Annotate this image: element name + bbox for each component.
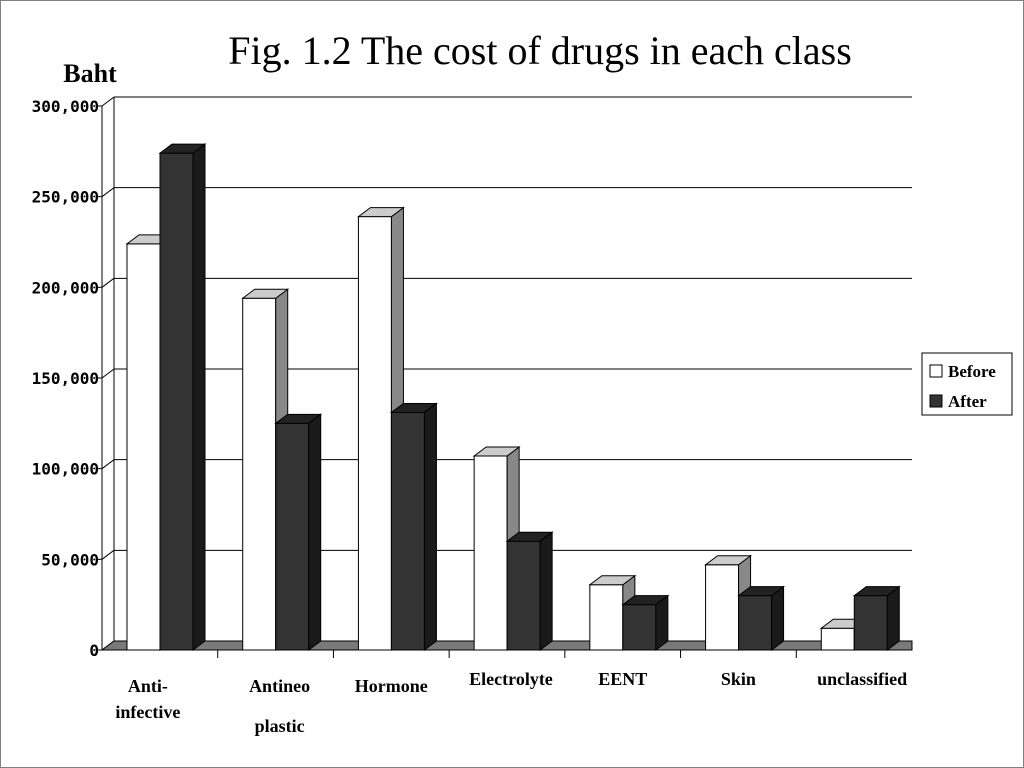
y-tick-label: 50,000	[41, 550, 99, 569]
bar-top	[389, 402, 438, 413]
x-category-label: Hormone	[355, 676, 428, 696]
bar-after	[621, 594, 670, 651]
legend-label-after: After	[948, 392, 987, 411]
bar-side	[423, 402, 437, 651]
bar-front	[357, 216, 392, 651]
bar-top	[274, 413, 323, 424]
bar-after	[852, 585, 901, 651]
bar-top	[704, 555, 753, 566]
bar-front	[738, 595, 773, 651]
bar-top	[472, 446, 521, 457]
x-category-label: Anti-	[128, 676, 168, 696]
bar-front	[159, 152, 194, 651]
bar-top	[621, 595, 670, 606]
y-tick-label: 200,000	[32, 278, 99, 297]
bar-top	[505, 531, 554, 542]
y-axis-label: Baht	[63, 59, 117, 88]
bar-front	[390, 411, 425, 651]
bar-front	[622, 604, 657, 651]
x-category-label: unclassified	[817, 669, 907, 689]
bar-front	[705, 564, 740, 651]
bar-top	[241, 288, 290, 299]
y-tick-label: 100,000	[32, 460, 99, 479]
x-category-label: plastic	[255, 716, 305, 736]
bar-front	[589, 584, 624, 651]
gridline-side	[101, 96, 115, 107]
gridline-side	[101, 459, 115, 470]
bar-after	[274, 413, 323, 651]
bar-side	[308, 413, 322, 651]
x-category-label: Electrolyte	[469, 669, 553, 689]
bar-top	[158, 143, 207, 154]
bars	[125, 143, 901, 651]
legend-label-before: Before	[948, 362, 996, 381]
bar-after	[158, 143, 207, 651]
y-tick-label: 250,000	[32, 188, 99, 207]
bar-front	[820, 627, 855, 651]
bar-front	[126, 243, 161, 651]
legend: Before After	[921, 352, 1013, 416]
bar-side	[771, 585, 785, 651]
bar-front	[473, 455, 508, 651]
bar-top	[852, 586, 901, 597]
gridline-side	[101, 549, 115, 560]
bar-front	[242, 297, 277, 651]
y-tick-label: 150,000	[32, 369, 99, 388]
bar-front	[275, 422, 310, 651]
bar-after	[505, 531, 554, 651]
bar-top	[356, 207, 405, 218]
bar-front	[853, 595, 888, 651]
gridline-side	[101, 368, 115, 379]
bar-side	[192, 143, 206, 651]
bar-top	[588, 575, 637, 586]
bar-side	[886, 585, 900, 651]
y-tick-label: 300,000	[32, 97, 99, 116]
gridline-side	[101, 277, 115, 288]
x-category-label: EENT	[598, 669, 647, 689]
bar-after	[737, 585, 786, 651]
bar-side	[539, 531, 553, 651]
chart-title: Fig. 1.2 The cost of drugs in each class	[228, 28, 852, 73]
bar-front	[506, 540, 541, 651]
x-category-label: Skin	[721, 669, 756, 689]
x-category-labels: Anti-infective Antineo plastic Hormone Elect…	[115, 669, 907, 736]
legend-swatch-before	[929, 364, 943, 378]
y-tick-labels: 0 50,000 100,000 150,000 200,000 250,000 300,0…	[32, 97, 99, 660]
bar-after	[389, 402, 438, 651]
y-tick-label: 0	[89, 641, 99, 660]
legend-swatch-after	[929, 394, 943, 408]
x-category-label: Antineo	[249, 676, 310, 696]
x-category-label: infective	[115, 702, 180, 722]
bar-top	[737, 586, 786, 597]
gridline-side	[101, 187, 115, 198]
